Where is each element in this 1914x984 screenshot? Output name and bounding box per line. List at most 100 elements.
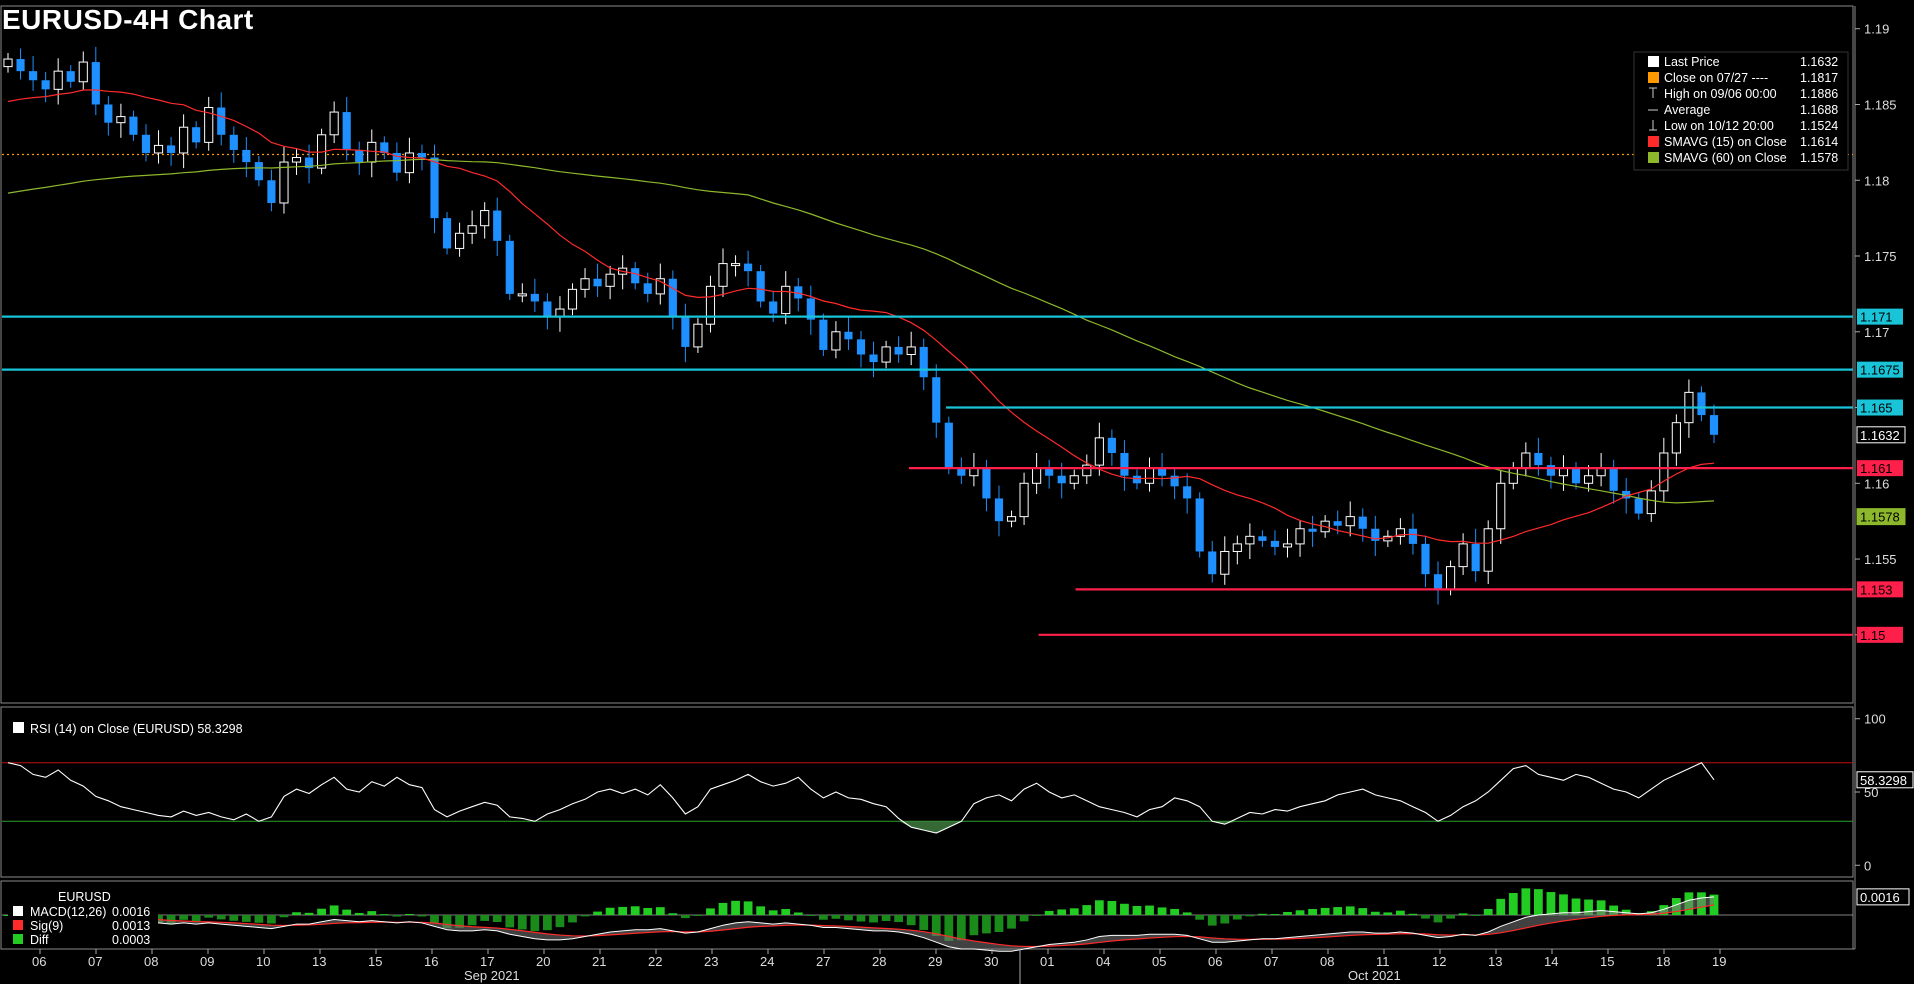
- macd-hist-bar: [1032, 915, 1042, 916]
- candle-up: [730, 263, 741, 267]
- macd-hist-bar: [1546, 892, 1556, 915]
- candle-down: [593, 278, 602, 287]
- rsi-tick-label: 0: [1864, 858, 1871, 873]
- macd-hist-bar: [756, 906, 766, 915]
- legend-marker: [1648, 72, 1659, 83]
- candle-up: [1596, 467, 1606, 477]
- x-tick-label: 08: [1320, 954, 1334, 969]
- rsi-panel: 100 50 0 RSI (14) on Close (EURUSD) 58.3298…: [2, 712, 1914, 873]
- macd-hist-bar: [1345, 906, 1355, 915]
- legend-value: 1.1524: [1800, 119, 1838, 133]
- x-tick-label: 09: [200, 954, 214, 969]
- candle-down: [1709, 415, 1719, 435]
- rsi-tick-label: 50: [1864, 785, 1878, 800]
- macd-hist-bar: [1019, 915, 1029, 922]
- macd-value-tag: [1856, 888, 1910, 906]
- macd-hist-bar: [1107, 900, 1117, 915]
- x-tick-label: 13: [1488, 954, 1502, 969]
- candle-down: [1195, 498, 1204, 552]
- candle-down: [254, 162, 263, 181]
- candle-down: [493, 210, 502, 241]
- candle-down: [1534, 452, 1543, 466]
- macd-hist-bar: [1433, 915, 1443, 923]
- macd-hist-bar: [1082, 905, 1092, 915]
- candle-up: [153, 144, 164, 154]
- macd-hist-bar: [580, 915, 590, 917]
- x-tick-label: 21: [592, 954, 606, 969]
- macd-hist-bar: [1408, 913, 1418, 915]
- candle-up: [1006, 516, 1017, 522]
- candle-down: [1132, 475, 1142, 484]
- candle-down: [543, 301, 552, 317]
- candle-down: [1471, 543, 1480, 572]
- legend-label: High on 09/06 00:00: [1664, 87, 1777, 101]
- macd-hist-bar: [204, 915, 214, 918]
- x-tick-label: 10: [256, 954, 270, 969]
- candle-down: [744, 263, 753, 272]
- candle-down: [192, 127, 201, 143]
- legend-label: Low on 10/12 20:00: [1664, 119, 1774, 133]
- chart-title: EURUSD-4H Chart: [2, 4, 254, 35]
- candle-up: [1395, 528, 1405, 537]
- rsi-legend-label: RSI (14) on Close (EURUSD) 58.3298: [30, 722, 243, 736]
- macd-hist-bar: [1295, 910, 1305, 915]
- price-panel: 1.19 1.185 1.18 1.175 1.17 1.165 1.16 1.155 1.15…: [2, 22, 1906, 643]
- x-tick-label: 15: [1600, 954, 1614, 969]
- candle-up: [831, 331, 841, 351]
- macd-hist-bar: [994, 915, 1004, 933]
- macd-hist-bar: [743, 901, 753, 915]
- macd-hist-bar: [856, 915, 866, 922]
- candle-down: [681, 316, 690, 347]
- macd-hist-bar: [555, 915, 565, 928]
- macd-hist-bar: [731, 900, 740, 915]
- macd-hist-bar: [944, 915, 954, 941]
- legend-marker: [1648, 56, 1659, 67]
- candle-down: [944, 422, 953, 469]
- macd-hist-bar: [229, 915, 239, 921]
- x-tick-label: 20: [536, 954, 550, 969]
- candle-down: [756, 271, 765, 302]
- x-tick-label: 30: [984, 954, 998, 969]
- level-tag-label: 1.161: [1860, 461, 1893, 476]
- candle-down: [1045, 468, 1054, 476]
- macd-hist-bar: [630, 906, 640, 915]
- x-month-label: Oct 2021: [1348, 968, 1401, 983]
- candle-up: [1232, 543, 1242, 552]
- macd-hist-bar: [869, 915, 878, 923]
- candle-down: [229, 134, 238, 150]
- level-tag-label: 1.165: [1860, 401, 1893, 416]
- macd-hist-bar: [279, 915, 289, 918]
- price-tick-label: 1.16: [1864, 476, 1889, 491]
- macd-hist-bar: [1508, 893, 1518, 915]
- macd-hist-bar: [982, 915, 991, 934]
- candle-down: [16, 59, 25, 72]
- candle-down: [104, 104, 113, 123]
- macd-hist-bar: [505, 915, 515, 928]
- macd-hist-bar: [543, 915, 552, 931]
- sma60-line: [7, 158, 1715, 504]
- candle-down: [417, 152, 427, 158]
- candle-up: [1508, 467, 1518, 484]
- candle-up: [1583, 475, 1594, 484]
- level-tag-label: 1.15: [1860, 628, 1885, 643]
- macd-hist-bar: [254, 915, 264, 923]
- legend-value: 1.1578: [1800, 151, 1838, 165]
- x-tick-label: 23: [704, 954, 718, 969]
- candle-up: [1646, 490, 1656, 515]
- price-tick-label: 1.175: [1864, 249, 1897, 264]
- macd-hist-bar: [1609, 905, 1619, 915]
- candle-down: [1107, 437, 1116, 453]
- macd-legend-title: EURUSD: [58, 890, 111, 904]
- candle-down: [530, 293, 539, 302]
- level-tag: [1857, 399, 1903, 416]
- macd-hist-bar: [1069, 908, 1079, 915]
- candle-down: [1183, 486, 1192, 499]
- macd-hist-bar: [1483, 908, 1493, 915]
- x-tick-label: 08: [144, 954, 158, 969]
- macd-hist-bar: [179, 915, 189, 920]
- candle-down: [1433, 574, 1443, 590]
- candle-down: [505, 240, 514, 294]
- candle-down: [1622, 490, 1631, 499]
